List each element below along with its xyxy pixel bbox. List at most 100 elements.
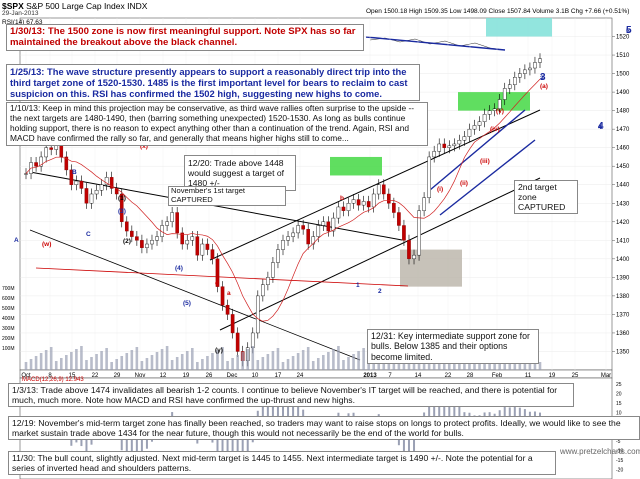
- candle-body: [523, 69, 527, 74]
- wave-label: (1): [118, 195, 126, 202]
- macd-bar: [135, 428, 138, 454]
- wave-label: b: [340, 195, 344, 202]
- note-12-31: 12/31: Key intermediate support zone for…: [367, 329, 539, 365]
- volume-bar: [175, 357, 179, 370]
- candle-body: [84, 188, 89, 204]
- macd-tick-label: -10: [616, 449, 623, 455]
- candle-body: [220, 286, 225, 306]
- x-tick-label: 11: [525, 373, 532, 379]
- wave-label: (x): [140, 143, 148, 150]
- blue-channel-top: [429, 109, 526, 191]
- candle-body: [346, 203, 351, 211]
- y-tick-label: 1490: [616, 90, 630, 96]
- candle-body: [266, 277, 270, 285]
- candle-body: [381, 184, 386, 195]
- y-tick-label: 1460: [616, 146, 630, 152]
- x-tick-label: 26: [206, 373, 213, 379]
- volume-bar: [120, 356, 124, 370]
- candle-body: [482, 114, 487, 122]
- candle-body: [397, 212, 401, 226]
- note-1-3-13: 1/3/13: Trade above 1474 invalidates all…: [8, 383, 574, 408]
- candle-body: [467, 128, 472, 137]
- volume-bar: [362, 348, 365, 370]
- candle-body: [64, 156, 69, 171]
- wave-label: 5: [626, 28, 630, 35]
- x-tick-label: 22: [445, 373, 452, 379]
- target-zone-3: [486, 18, 552, 37]
- macd-bar: [216, 428, 219, 454]
- candle-body: [165, 221, 169, 226]
- candle-body: [180, 232, 185, 245]
- volume-bar: [201, 359, 204, 370]
- candle-body: [417, 210, 421, 256]
- volume-bar: [24, 362, 28, 370]
- candle-body: [281, 240, 285, 250]
- candle-body: [235, 332, 240, 352]
- candle-body: [135, 236, 139, 241]
- candle-body: [34, 162, 38, 167]
- note-1-25-13: 1/25/13: The wave structure presently ap…: [6, 64, 420, 102]
- volume-bar: [322, 355, 325, 370]
- wave-label: (i): [437, 186, 443, 193]
- volume-tick-label: 400M: [2, 316, 15, 322]
- y-tick-label: 1400: [616, 257, 630, 263]
- macd-bar: [438, 402, 441, 428]
- note-11-30: 11/30: The bull count, slightly adjusted…: [8, 451, 556, 476]
- volume-bar: [150, 355, 154, 370]
- macd-bar: [428, 402, 431, 428]
- volume-bar: [140, 361, 144, 370]
- volume-bar: [342, 360, 345, 370]
- volume-bar: [90, 357, 93, 370]
- volume-bar: [39, 353, 43, 370]
- candle-body: [336, 206, 341, 219]
- macd-tick-label: 15: [616, 401, 622, 407]
- volume-bar: [70, 352, 73, 370]
- volume-bar: [170, 360, 174, 370]
- candle-body: [376, 184, 381, 195]
- candle-body: [256, 295, 260, 334]
- x-tick-label: 29: [114, 373, 121, 379]
- wave-label: (4): [175, 265, 183, 272]
- volume-bar: [347, 357, 350, 370]
- volume-tick-label: 500M: [2, 306, 15, 312]
- volume-bar: [145, 358, 149, 370]
- volume-bar: [236, 355, 239, 370]
- candle-body: [356, 199, 361, 206]
- wave-label: (w): [42, 241, 51, 248]
- candle-body: [39, 156, 43, 167]
- candle-body: [437, 143, 442, 152]
- volume-bar: [54, 361, 58, 370]
- volume-bar: [453, 362, 456, 370]
- x-tick-label: 17: [275, 373, 282, 379]
- macd-bar: [276, 402, 279, 428]
- x-tick-label: 10: [252, 373, 259, 379]
- volume-bar: [367, 362, 370, 370]
- volume-bar: [160, 349, 164, 370]
- candle-body: [150, 240, 154, 245]
- y-tick-label: 1520: [616, 35, 630, 41]
- candle-body: [140, 240, 144, 248]
- candle-body: [79, 180, 84, 189]
- note-1-30-13: 1/30/13: The 1500 zone is now first mean…: [6, 24, 364, 51]
- candle-body: [130, 230, 134, 237]
- y-tick-label: 1500: [616, 72, 630, 78]
- candle-body: [538, 58, 542, 63]
- volume-bar: [226, 361, 229, 370]
- volume-bar: [80, 346, 83, 370]
- macd-bar: [241, 428, 244, 454]
- x-tick-label: 22: [92, 373, 99, 379]
- candle-body: [311, 236, 316, 245]
- volume-bar: [216, 350, 219, 370]
- candle-body: [422, 197, 426, 211]
- note-2nd-target: 2nd target zone CAPTURED: [514, 180, 578, 215]
- macd-bar: [413, 428, 416, 454]
- macd-bar: [246, 428, 249, 454]
- volume-bar: [483, 361, 486, 370]
- x-tick-label: 8: [48, 373, 52, 379]
- volume-bar: [206, 356, 209, 370]
- candle-body: [195, 236, 200, 256]
- x-tick-label: Oct: [21, 373, 31, 379]
- candle-body: [392, 203, 396, 213]
- macd-bar: [140, 428, 143, 454]
- volume-bar: [291, 356, 295, 370]
